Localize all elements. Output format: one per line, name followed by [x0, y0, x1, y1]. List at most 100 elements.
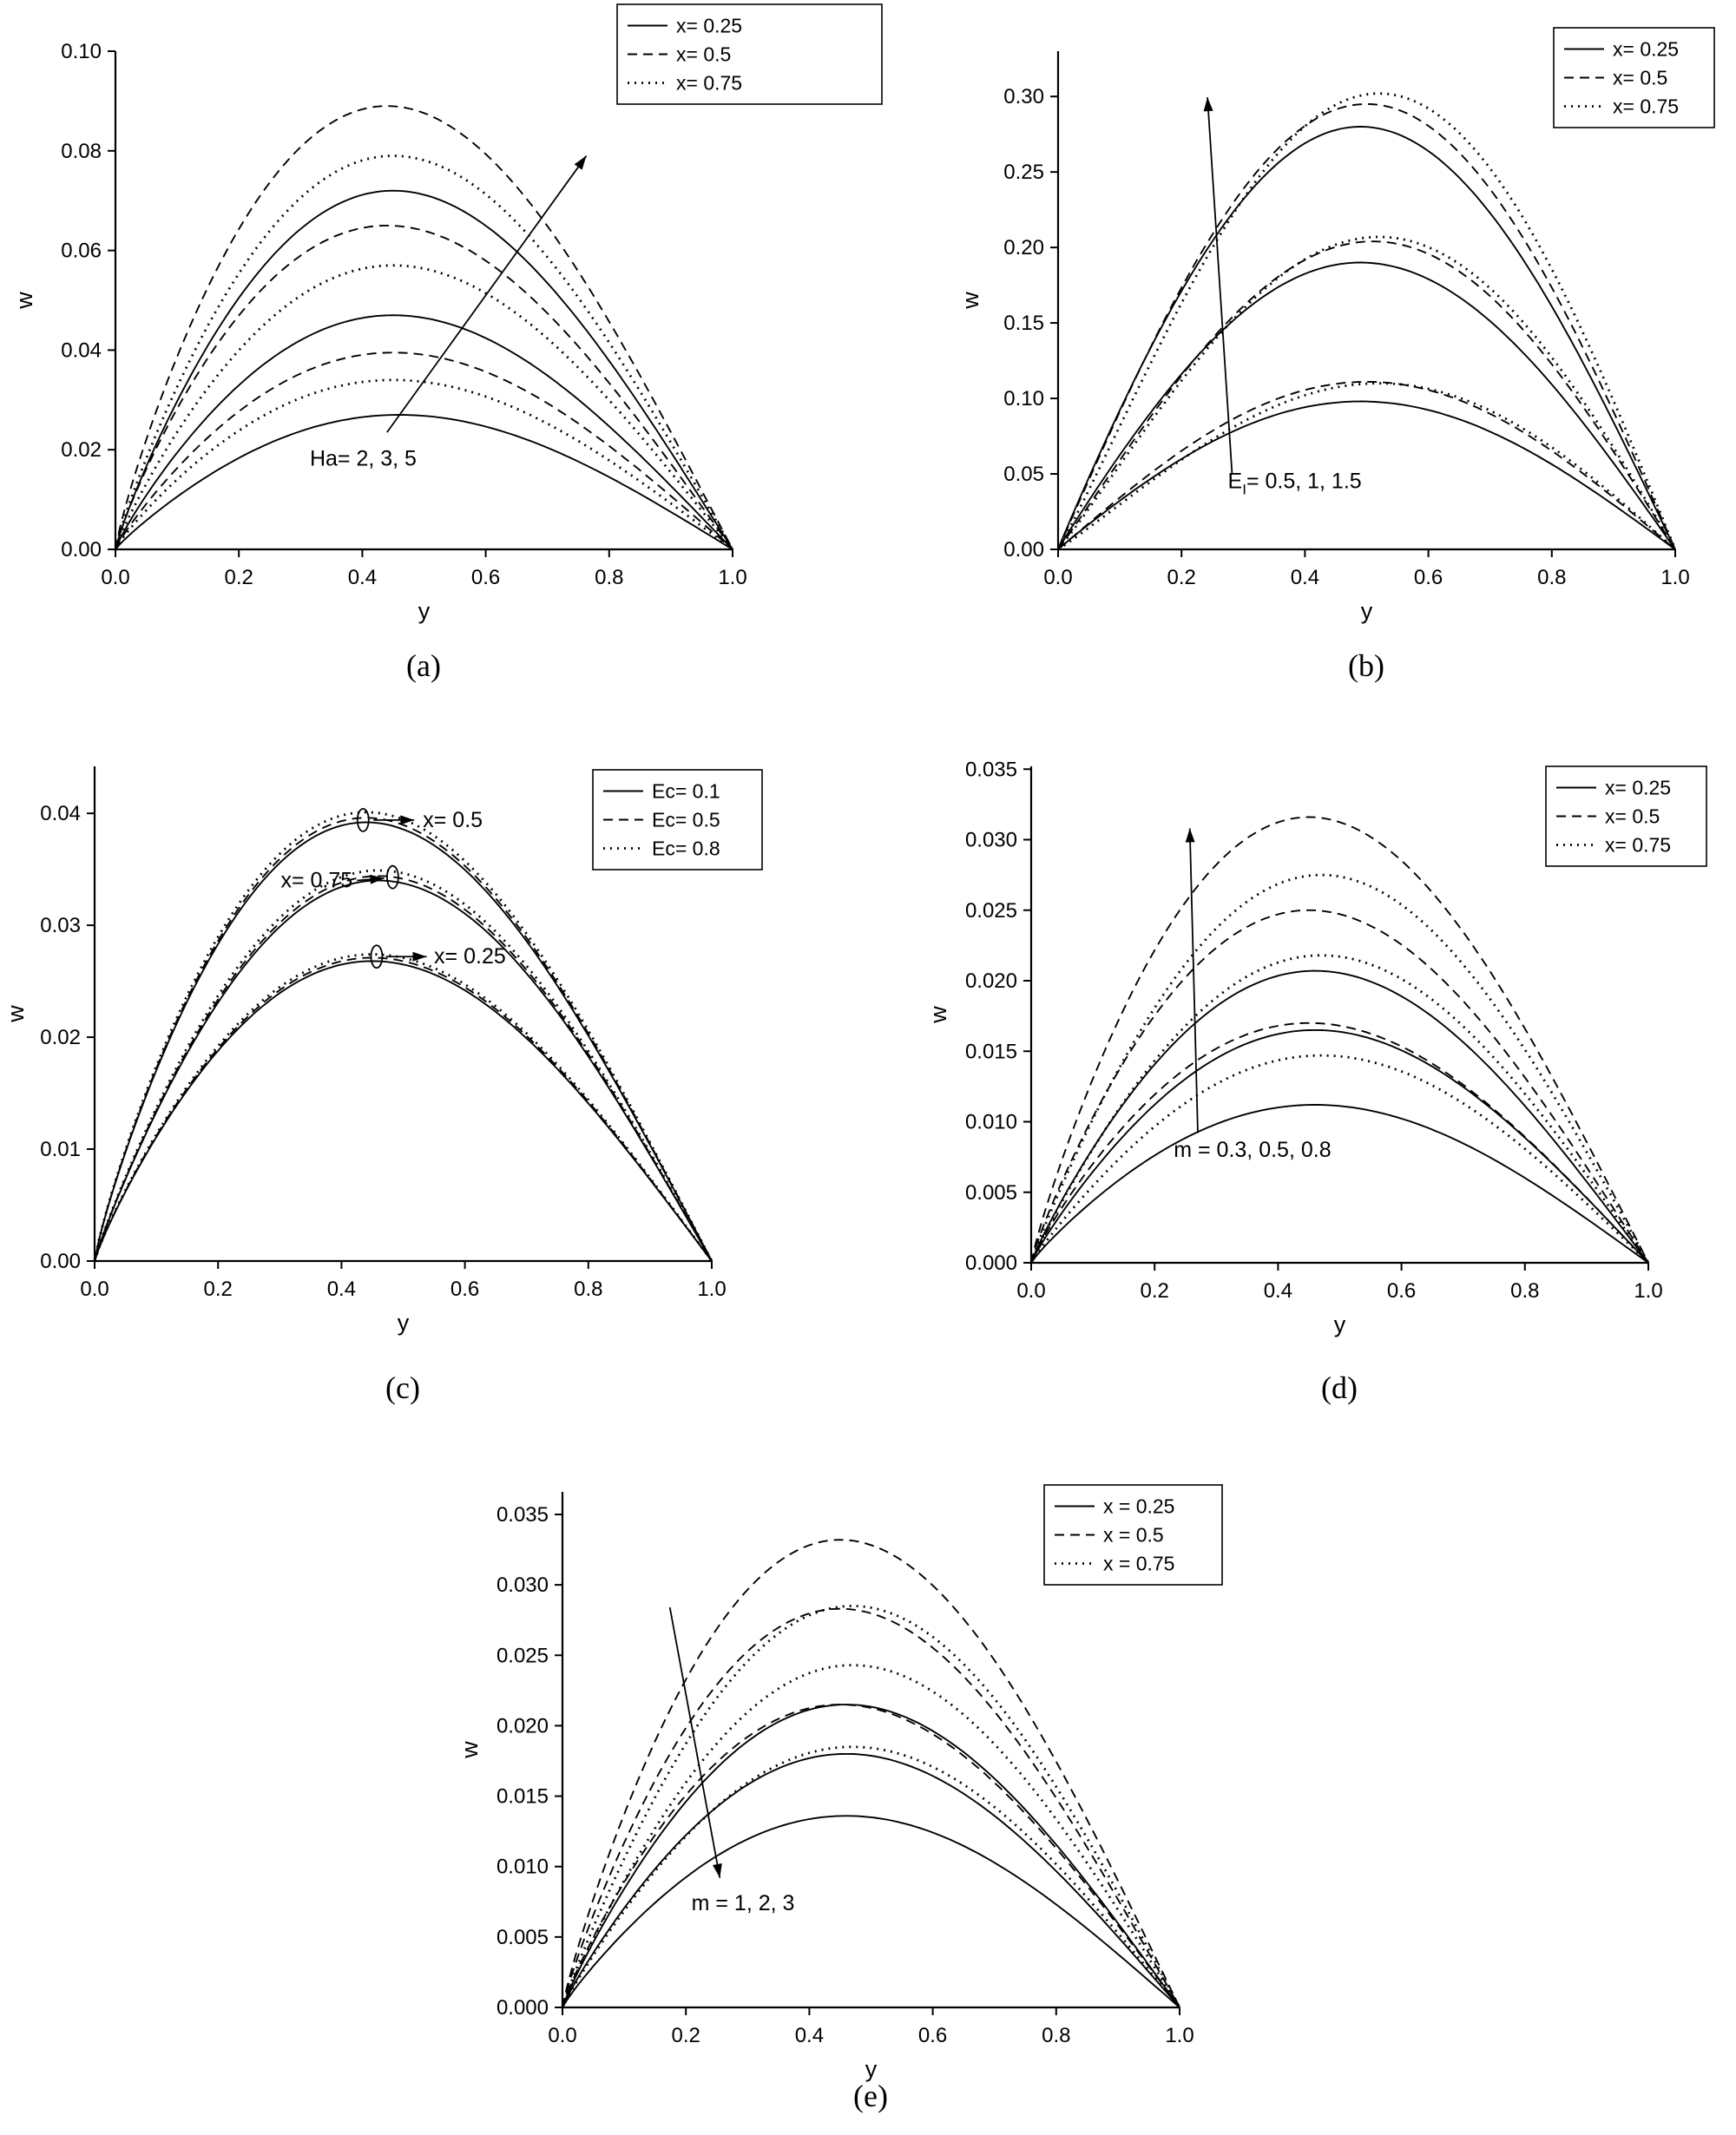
curve-e-3-solid	[562, 1752, 1180, 2008]
curve-group-ellipse	[386, 864, 399, 890]
curve-b-1-dashed	[1057, 380, 1676, 550]
y-tick-label: 0.08	[61, 140, 102, 163]
y-tick-label: 0.025	[965, 899, 1017, 923]
y-tick-label: 0.015	[496, 1785, 549, 1809]
curve-e-4-dashed	[562, 1607, 1180, 2008]
y-tick-label: 0.02	[40, 1026, 81, 1049]
legend-label: x= 0.5	[676, 43, 731, 66]
caption-d: (d)	[1321, 1370, 1358, 1405]
x-tick-label: 0.8	[1510, 1279, 1539, 1303]
curve-e-1-dashed	[562, 1539, 1180, 2008]
annotation-arrow-head	[574, 155, 587, 170]
y-tick-label: 0.10	[61, 40, 102, 63]
curve-d-7-dashed	[1030, 816, 1649, 1264]
annotation-arrow-head	[412, 951, 427, 962]
x-tick-label: 1.0	[1660, 566, 1689, 589]
curve-c-4-dashed	[94, 875, 713, 1262]
x-tick-label: 1.0	[718, 566, 746, 589]
y-tick-label: 0.05	[1003, 463, 1044, 486]
y-tick-label: 0.005	[965, 1181, 1017, 1205]
y-tick-label: 0.020	[496, 1714, 549, 1738]
caption-a: (a)	[406, 648, 441, 683]
annotation-arrow-head	[370, 874, 385, 884]
annotation-arrow-shaft	[1188, 828, 1199, 1133]
y-tick-label: 0.20	[1003, 236, 1044, 259]
curve-d-5-dotted	[1029, 954, 1650, 1264]
curve-a-6-solid	[115, 414, 733, 550]
curve-c-5-dotted	[93, 869, 713, 1262]
chart-e: 0.0 0.2 0.4 0.6 0.8 1.0 0.000 0.005 0.010 0.015 0.…	[457, 1484, 1223, 2082]
y-tick-label: 0.030	[496, 1573, 549, 1597]
legend-label: Ec= 0.5	[652, 809, 720, 831]
curve-e-0-solid	[562, 1704, 1180, 2008]
y-tick-label: 0.02	[61, 438, 102, 462]
y-tick-label: 0.035	[965, 758, 1017, 781]
legend-label: x= 0.75	[1605, 834, 1671, 857]
curve-b-2-dotted	[1057, 382, 1676, 551]
x-tick-label: 0.0	[1043, 566, 1072, 589]
legend-label: x = 0.25	[1103, 1495, 1174, 1518]
annotation-arrow-head	[713, 1863, 722, 1878]
legend-box	[616, 3, 883, 105]
x-tick-label: 0.4	[795, 2024, 824, 2047]
y-axis-title: w	[457, 1741, 483, 1759]
x-tick-label: 1.0	[1165, 2024, 1194, 2047]
legend-label: Ec= 0.1	[652, 780, 720, 803]
annotation-text: x= 0.75	[280, 869, 352, 893]
annotation-arrow-shaft	[668, 1606, 721, 1878]
annotation-text: Ha= 2, 3, 5	[310, 447, 417, 471]
curve-c-6-solid	[94, 960, 713, 1262]
x-tick-label: 0.0	[101, 566, 129, 589]
annotation-arrow-shaft	[386, 155, 588, 433]
curve-c-2-dotted	[93, 811, 713, 1262]
y-tick-label: 0.15	[1003, 312, 1044, 335]
annotation-text: x= 0.25	[434, 944, 506, 969]
x-tick-label: 0.8	[1537, 566, 1566, 589]
x-tick-label: 0.2	[225, 566, 253, 589]
y-tick-label: 0.06	[61, 240, 102, 263]
y-tick-label: 0.025	[496, 1644, 549, 1667]
y-tick-label: 0.30	[1003, 85, 1044, 108]
curve-b-0-solid	[1057, 400, 1676, 550]
x-tick-label: 0.8	[595, 566, 623, 589]
curve-group-ellipse	[370, 944, 384, 969]
annotation-arrow-head	[1203, 97, 1213, 112]
curve-e-7-dashed	[562, 1704, 1180, 2008]
y-tick-label: 0.25	[1003, 161, 1044, 184]
y-tick-label: 0.010	[496, 1856, 549, 1879]
x-tick-label: 0.6	[918, 2024, 947, 2047]
curve-d-6-solid	[1030, 969, 1649, 1264]
caption-c: (c)	[385, 1370, 420, 1405]
y-tick-label: 0.00	[40, 1250, 81, 1273]
y-tick-label: 0.00	[1003, 538, 1044, 562]
x-tick-label: 0.8	[1042, 2024, 1070, 2047]
y-tick-label: 0.005	[496, 1926, 549, 1949]
curve-c-8-dotted	[93, 953, 713, 1262]
y-tick-label: 0.00	[61, 538, 102, 562]
annotation-arrow-head	[400, 815, 415, 825]
x-tick-label: 0.2	[1141, 1279, 1169, 1303]
curve-c-0-solid	[94, 821, 713, 1262]
legend-label: x= 0.75	[676, 72, 742, 95]
x-tick-label: 0.2	[1167, 566, 1196, 589]
annotation-text: m = 1, 2, 3	[692, 1891, 795, 1915]
curve-a-0-solid	[115, 189, 733, 550]
x-tick-label: 0.2	[672, 2024, 700, 2047]
curve-d-8-dotted	[1029, 873, 1650, 1264]
y-axis-title: w	[957, 292, 983, 310]
x-tick-label: 0.4	[1264, 1279, 1292, 1303]
curve-b-6-solid	[1057, 126, 1676, 550]
caption-e: (e)	[853, 2079, 888, 2113]
y-tick-label: 0.010	[965, 1111, 1017, 1134]
curve-b-5-dotted	[1056, 235, 1677, 550]
chart-b: 0.0 0.2 0.4 0.6 0.8 1.0 0.00 0.05 0.10 0.15 0.20 0.…	[957, 27, 1715, 624]
curve-e-2-dotted	[561, 1605, 1181, 2008]
x-axis-title: y	[865, 2056, 878, 2082]
legend-label: x = 0.75	[1103, 1553, 1174, 1575]
y-tick-label: 0.04	[40, 802, 81, 825]
legend-label: x= 0.25	[676, 15, 742, 37]
x-tick-label: 0.6	[471, 566, 500, 589]
x-tick-label: 0.6	[450, 1278, 479, 1301]
